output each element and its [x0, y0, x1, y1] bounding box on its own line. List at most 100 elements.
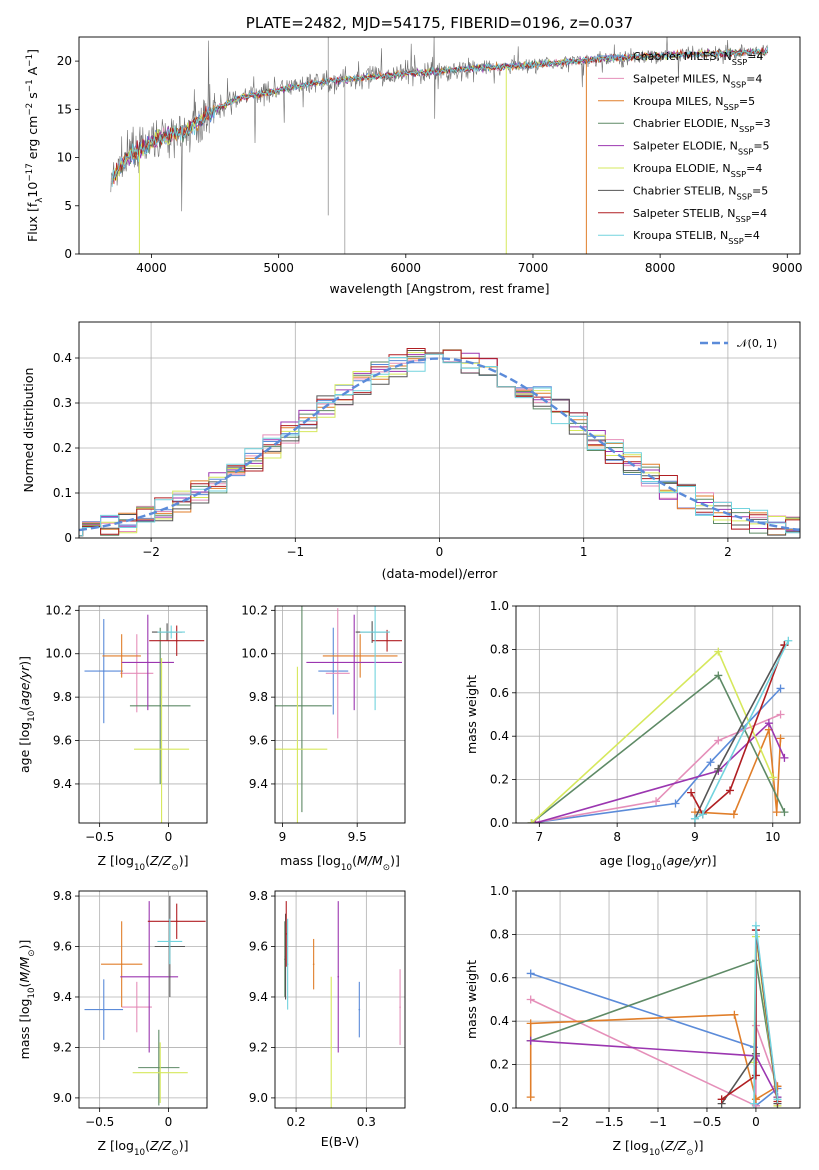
data-marker	[776, 710, 785, 719]
legend-entry: 𝒩(0, 1)	[737, 337, 777, 350]
model-line-salpeter-stelib	[111, 47, 769, 186]
mass-vs-ebv-panel: 0.2 0.3 9.0 9.2 9.4 9.6 9.8 E(B-V)	[249, 889, 406, 1149]
y-tick-label: 0.3	[53, 396, 72, 410]
y-tick-label: 9.8	[53, 690, 72, 704]
weight-line-salpeter-miles	[530, 998, 779, 1108]
data-marker	[687, 788, 696, 797]
data-marker	[526, 1036, 535, 1045]
histogram-kroupa-miles	[79, 352, 800, 537]
data-point	[102, 670, 105, 672]
data-marker	[751, 921, 760, 930]
legend-entry: Chabrier ELODIE, NSSP=3	[633, 117, 771, 134]
weight-line-salpeter-elodie	[530, 1039, 779, 1098]
mass-weight-vs-z-plot-area	[526, 921, 782, 1108]
data-marker	[751, 1071, 760, 1080]
y-tick-label: 0.0	[490, 816, 509, 830]
data-point	[169, 940, 171, 943]
data-point	[160, 748, 163, 751]
y-tick-label: 1.0	[490, 599, 509, 613]
y-tick-label: 0.1	[53, 486, 72, 500]
data-marker	[749, 1099, 758, 1108]
y-tick-label: 9.6	[249, 734, 268, 748]
observed-spectrum-line	[110, 37, 768, 212]
mass-vs-z-panel: −0.5 0 9.0 9.2 9.4 9.6 9.8 Z [log10(Z/Z⊙)] mass …	[17, 889, 208, 1158]
data-point	[158, 1066, 160, 1069]
age-vs-z-panel: −0.5 0 9.4 9.6 9.8 10.0 10.2 Z [log10(Z/Z⊙)] age…	[17, 603, 208, 873]
x-tick-label: 9000	[772, 261, 803, 275]
y-tick-label: 10.0	[241, 647, 268, 661]
y-tick-label: 10.2	[241, 603, 268, 617]
legend-entry: Kroupa STELIB, NSSP=4	[633, 229, 760, 246]
data-marker	[671, 799, 680, 808]
data-point	[159, 705, 162, 707]
data-point	[332, 670, 335, 672]
mass-weight-vs-z-panel: −2 −1.5 −1 −0.5 0 0.0 0.2 0.4 0.6 0.8 1.0 Z [log10(…	[464, 884, 801, 1158]
mass-vs-z-plot-area	[84, 896, 206, 1106]
data-marker	[526, 995, 535, 1004]
data-point	[353, 661, 355, 664]
x-tick-label: −1	[649, 1115, 667, 1129]
x-axis-label: age [log10(age/yr)]	[599, 853, 716, 873]
data-marker	[714, 764, 723, 773]
x-tick-label: 1	[580, 545, 588, 559]
y-tick-label: 0.4	[490, 729, 509, 743]
y-tick-label: 0.2	[53, 441, 72, 455]
age-vs-mass-panel: 9 9.5 9.4 9.6 9.8 10.0 10.2 mass [log10(M/M⊙)]	[241, 603, 406, 873]
legend-entry: Kroupa ELODIE, NSSP=4	[633, 162, 762, 179]
model-line-kroupa-stelib	[111, 47, 769, 188]
histogram-salpeter-stelib	[79, 348, 800, 537]
histogram-chabrier-miles	[79, 352, 800, 537]
y-tick-label: 9.4	[53, 777, 72, 791]
y-tick-label: 9.0	[53, 1091, 72, 1105]
histogram-salpeter-miles	[79, 349, 800, 537]
y-tick-label: 9.6	[53, 734, 72, 748]
age-vs-mass-plot-area	[275, 606, 403, 823]
y-axis-label: mass [log10(M/M⊙)]	[17, 940, 37, 1060]
data-marker	[751, 1095, 760, 1104]
normal-distribution-curve	[79, 357, 800, 532]
data-point	[175, 639, 178, 642]
x-tick-label: 2	[724, 545, 732, 559]
y-tick-label: 9.4	[249, 990, 268, 1004]
data-marker	[776, 684, 785, 693]
data-marker	[527, 819, 536, 823]
legend-entry: Salpeter MILES, NSSP=4	[633, 72, 762, 89]
y-tick-label: 9.6	[249, 940, 268, 954]
data-marker	[690, 814, 699, 823]
age-vs-z-plot-area	[84, 614, 205, 823]
data-marker	[714, 647, 723, 656]
x-tick-label: 6000	[391, 261, 422, 275]
legend-entry: Chabrier MILES, NSSP=4	[633, 50, 763, 67]
x-tick-label: 9	[279, 830, 287, 844]
y-tick-label: 0.2	[490, 1058, 509, 1072]
x-tick-label: 8	[613, 830, 621, 844]
data-point	[386, 639, 388, 642]
y-tick-label: 0	[64, 531, 72, 545]
legend-entry: Kroupa MILES, NSSP=5	[633, 95, 755, 112]
histogram-kroupa-stelib	[79, 353, 800, 537]
axes-frame	[515, 890, 801, 1109]
legend-entry: Salpeter ELODIE, NSSP=5	[633, 140, 770, 157]
data-point	[148, 975, 150, 978]
data-marker	[526, 969, 535, 978]
y-tick-label: 0.8	[490, 642, 509, 656]
x-tick-label: −1	[286, 545, 304, 559]
data-point	[159, 1071, 162, 1074]
spectrum-panel: 4000 5000 6000 7000 8000 9000 0 5 10 15 20 waveleng…	[25, 36, 803, 296]
data-marker	[773, 1095, 782, 1104]
y-tick-label: 15	[57, 102, 72, 116]
data-point	[147, 661, 149, 664]
data-point	[102, 1008, 105, 1011]
x-tick-label: 0	[436, 545, 444, 559]
x-tick-label: 9	[691, 830, 699, 844]
data-point	[374, 631, 376, 633]
y-tick-label: 0.4	[53, 351, 72, 365]
data-marker	[714, 736, 723, 745]
x-axis-label: (data-model)/error	[382, 566, 499, 581]
y-tick-label: 9.2	[53, 1040, 72, 1054]
axes-frame	[78, 605, 208, 824]
data-point	[175, 920, 178, 923]
axes-frame	[274, 605, 406, 824]
x-axis-label: Z [log10(Z/Z⊙)]	[613, 1138, 704, 1158]
